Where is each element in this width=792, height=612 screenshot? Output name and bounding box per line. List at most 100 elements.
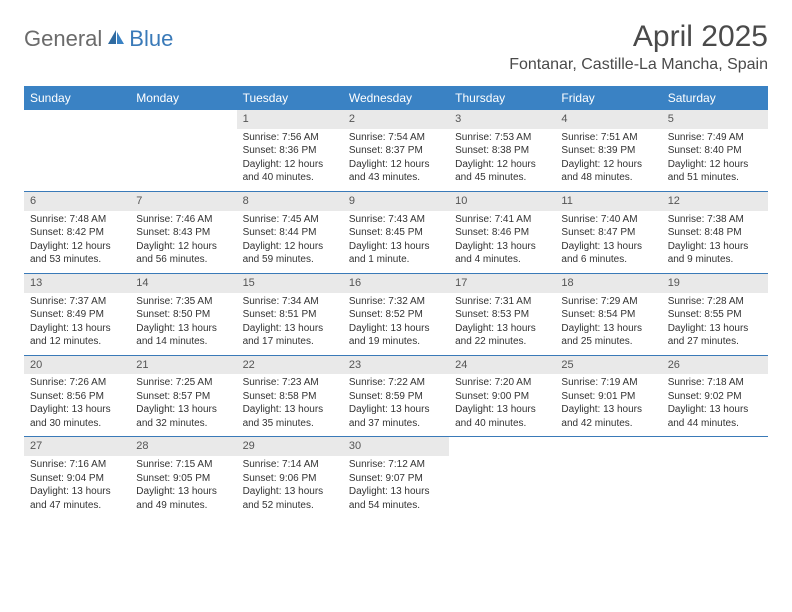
day-number: 21: [130, 356, 236, 375]
dow-tuesday: Tuesday: [237, 86, 343, 110]
day-details: Sunrise: 7:16 AMSunset: 9:04 PMDaylight:…: [24, 456, 130, 518]
day-cell: 28Sunrise: 7:15 AMSunset: 9:05 PMDayligh…: [130, 437, 236, 518]
day-details: Sunrise: 7:34 AMSunset: 8:51 PMDaylight:…: [237, 293, 343, 355]
sunset-text: Sunset: 9:01 PM: [561, 390, 655, 404]
day-details: Sunrise: 7:54 AMSunset: 8:37 PMDaylight:…: [343, 129, 449, 191]
sunrise-text: Sunrise: 7:38 AM: [668, 213, 762, 227]
day-cell: 10Sunrise: 7:41 AMSunset: 8:46 PMDayligh…: [449, 192, 555, 273]
sunset-text: Sunset: 8:54 PM: [561, 308, 655, 322]
day-details: Sunrise: 7:49 AMSunset: 8:40 PMDaylight:…: [662, 129, 768, 191]
day-cell: 13Sunrise: 7:37 AMSunset: 8:49 PMDayligh…: [24, 274, 130, 355]
daylight-text: Daylight: 12 hours and 40 minutes.: [243, 158, 337, 185]
sunset-text: Sunset: 8:43 PM: [136, 226, 230, 240]
daylight-text: Daylight: 13 hours and 35 minutes.: [243, 403, 337, 430]
day-cell: 30Sunrise: 7:12 AMSunset: 9:07 PMDayligh…: [343, 437, 449, 518]
daylight-text: Daylight: 13 hours and 4 minutes.: [455, 240, 549, 267]
sunset-text: Sunset: 9:00 PM: [455, 390, 549, 404]
day-cell: 9Sunrise: 7:43 AMSunset: 8:45 PMDaylight…: [343, 192, 449, 273]
day-cell: 11Sunrise: 7:40 AMSunset: 8:47 PMDayligh…: [555, 192, 661, 273]
day-cell: 1Sunrise: 7:56 AMSunset: 8:36 PMDaylight…: [237, 110, 343, 191]
day-of-week-header: SundayMondayTuesdayWednesdayThursdayFrid…: [24, 86, 768, 110]
day-number: [130, 110, 236, 129]
day-details: Sunrise: 7:14 AMSunset: 9:06 PMDaylight:…: [237, 456, 343, 518]
day-cell: 3Sunrise: 7:53 AMSunset: 8:38 PMDaylight…: [449, 110, 555, 191]
day-cell: 25Sunrise: 7:19 AMSunset: 9:01 PMDayligh…: [555, 356, 661, 437]
sunrise-text: Sunrise: 7:25 AM: [136, 376, 230, 390]
sunset-text: Sunset: 8:47 PM: [561, 226, 655, 240]
daylight-text: Daylight: 13 hours and 37 minutes.: [349, 403, 443, 430]
daylight-text: Daylight: 12 hours and 48 minutes.: [561, 158, 655, 185]
sunrise-text: Sunrise: 7:14 AM: [243, 458, 337, 472]
sunset-text: Sunset: 9:07 PM: [349, 472, 443, 486]
sail-icon: [106, 28, 126, 51]
sunset-text: Sunset: 8:53 PM: [455, 308, 549, 322]
day-details: Sunrise: 7:18 AMSunset: 9:02 PMDaylight:…: [662, 374, 768, 436]
sunrise-text: Sunrise: 7:26 AM: [30, 376, 124, 390]
sunset-text: Sunset: 8:58 PM: [243, 390, 337, 404]
day-number: 18: [555, 274, 661, 293]
week-row: 13Sunrise: 7:37 AMSunset: 8:49 PMDayligh…: [24, 274, 768, 356]
day-details: Sunrise: 7:20 AMSunset: 9:00 PMDaylight:…: [449, 374, 555, 436]
dow-friday: Friday: [555, 86, 661, 110]
page: General Blue April 2025 Fontanar, Castil…: [0, 0, 792, 538]
sunrise-text: Sunrise: 7:22 AM: [349, 376, 443, 390]
day-number: 5: [662, 110, 768, 129]
day-number: 26: [662, 356, 768, 375]
daylight-text: Daylight: 13 hours and 32 minutes.: [136, 403, 230, 430]
weeks-container: 1Sunrise: 7:56 AMSunset: 8:36 PMDaylight…: [24, 110, 768, 518]
day-details: Sunrise: 7:15 AMSunset: 9:05 PMDaylight:…: [130, 456, 236, 518]
daylight-text: Daylight: 13 hours and 44 minutes.: [668, 403, 762, 430]
sunrise-text: Sunrise: 7:28 AM: [668, 295, 762, 309]
day-details: Sunrise: 7:37 AMSunset: 8:49 PMDaylight:…: [24, 293, 130, 355]
day-cell: 4Sunrise: 7:51 AMSunset: 8:39 PMDaylight…: [555, 110, 661, 191]
day-details: Sunrise: 7:22 AMSunset: 8:59 PMDaylight:…: [343, 374, 449, 436]
sunset-text: Sunset: 8:57 PM: [136, 390, 230, 404]
sunset-text: Sunset: 8:45 PM: [349, 226, 443, 240]
day-details: Sunrise: 7:56 AMSunset: 8:36 PMDaylight:…: [237, 129, 343, 191]
sunrise-text: Sunrise: 7:37 AM: [30, 295, 124, 309]
day-number: 10: [449, 192, 555, 211]
sunrise-text: Sunrise: 7:49 AM: [668, 131, 762, 145]
day-cell: 27Sunrise: 7:16 AMSunset: 9:04 PMDayligh…: [24, 437, 130, 518]
day-details: Sunrise: 7:53 AMSunset: 8:38 PMDaylight:…: [449, 129, 555, 191]
sunrise-text: Sunrise: 7:56 AM: [243, 131, 337, 145]
day-number: 29: [237, 437, 343, 456]
sunset-text: Sunset: 8:56 PM: [30, 390, 124, 404]
day-details: Sunrise: 7:32 AMSunset: 8:52 PMDaylight:…: [343, 293, 449, 355]
sunrise-text: Sunrise: 7:18 AM: [668, 376, 762, 390]
daylight-text: Daylight: 13 hours and 30 minutes.: [30, 403, 124, 430]
day-details: Sunrise: 7:46 AMSunset: 8:43 PMDaylight:…: [130, 211, 236, 273]
empty-cell: [662, 437, 768, 518]
logo: General Blue: [24, 26, 173, 52]
day-details: Sunrise: 7:38 AMSunset: 8:48 PMDaylight:…: [662, 211, 768, 273]
day-details: Sunrise: 7:29 AMSunset: 8:54 PMDaylight:…: [555, 293, 661, 355]
week-row: 20Sunrise: 7:26 AMSunset: 8:56 PMDayligh…: [24, 356, 768, 438]
day-number: [555, 437, 661, 456]
day-number: [449, 437, 555, 456]
daylight-text: Daylight: 12 hours and 59 minutes.: [243, 240, 337, 267]
day-cell: 15Sunrise: 7:34 AMSunset: 8:51 PMDayligh…: [237, 274, 343, 355]
location: Fontanar, Castille-La Mancha, Spain: [509, 56, 768, 74]
daylight-text: Daylight: 12 hours and 45 minutes.: [455, 158, 549, 185]
day-cell: 17Sunrise: 7:31 AMSunset: 8:53 PMDayligh…: [449, 274, 555, 355]
daylight-text: Daylight: 13 hours and 19 minutes.: [349, 322, 443, 349]
day-cell: 12Sunrise: 7:38 AMSunset: 8:48 PMDayligh…: [662, 192, 768, 273]
empty-cell: [555, 437, 661, 518]
sunset-text: Sunset: 8:36 PM: [243, 144, 337, 158]
sunset-text: Sunset: 8:37 PM: [349, 144, 443, 158]
day-number: 25: [555, 356, 661, 375]
sunset-text: Sunset: 8:38 PM: [455, 144, 549, 158]
daylight-text: Daylight: 13 hours and 54 minutes.: [349, 485, 443, 512]
day-cell: 21Sunrise: 7:25 AMSunset: 8:57 PMDayligh…: [130, 356, 236, 437]
day-number: 15: [237, 274, 343, 293]
day-number: 13: [24, 274, 130, 293]
sunset-text: Sunset: 8:52 PM: [349, 308, 443, 322]
sunrise-text: Sunrise: 7:23 AM: [243, 376, 337, 390]
day-number: 19: [662, 274, 768, 293]
day-number: [24, 110, 130, 129]
empty-cell: [449, 437, 555, 518]
day-details: Sunrise: 7:31 AMSunset: 8:53 PMDaylight:…: [449, 293, 555, 355]
day-number: 27: [24, 437, 130, 456]
day-number: 30: [343, 437, 449, 456]
day-details: Sunrise: 7:28 AMSunset: 8:55 PMDaylight:…: [662, 293, 768, 355]
